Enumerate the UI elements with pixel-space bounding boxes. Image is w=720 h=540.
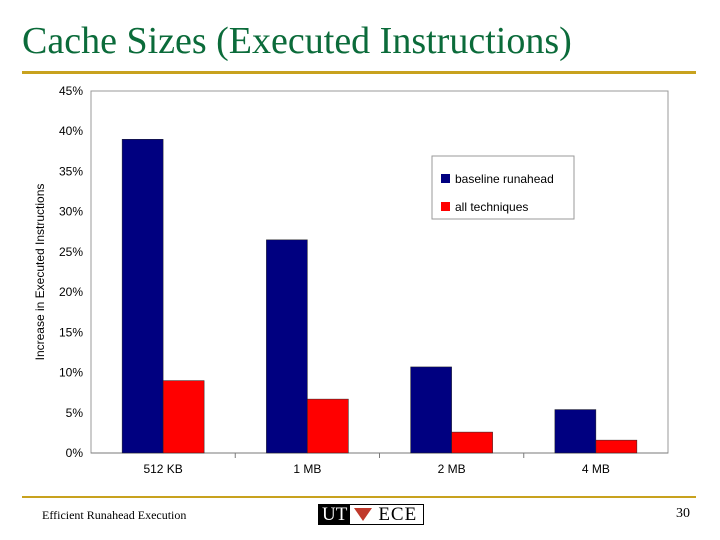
bars	[121, 139, 638, 454]
bar-all-techniques	[162, 380, 205, 454]
bar-chart: 0% 5% 10% 15% 20% 25% 30% 35% 40% 45% 512 KB 1 MB 2…	[33, 84, 669, 476]
y-tick-label: 20%	[59, 285, 83, 299]
y-axis-label: Increase in Executed Instructions	[33, 184, 47, 361]
footer-text: Efficient Runahead Execution	[42, 508, 187, 522]
logo-ut: UT	[319, 504, 351, 524]
legend: baseline runahead all techniques	[431, 155, 575, 220]
bar-baseline	[554, 409, 597, 454]
x-tick-label: 4 MB	[582, 462, 610, 476]
y-axis: 0% 5% 10% 15% 20% 25% 30% 35% 40% 45%	[59, 84, 83, 460]
y-tick-label: 35%	[59, 164, 83, 178]
x-tick-label: 512 KB	[143, 462, 182, 476]
ut-ece-logo: UT ECE	[318, 504, 424, 525]
legend-swatch-baseline	[441, 174, 450, 183]
x-tick-label: 2 MB	[438, 462, 466, 476]
bar-baseline	[121, 139, 164, 454]
bar-all-techniques	[595, 439, 638, 454]
legend-swatch-all-techniques	[441, 202, 450, 211]
x-axis: 512 KB 1 MB 2 MB 4 MB	[91, 452, 668, 476]
legend-label-all-techniques: all techniques	[455, 200, 528, 214]
page-number: 30	[676, 506, 690, 521]
longhorn-icon	[350, 505, 376, 524]
y-tick-label: 40%	[59, 124, 83, 138]
bar-all-techniques	[307, 398, 349, 454]
legend-label-baseline: baseline runahead	[455, 172, 554, 186]
y-tick-label: 5%	[66, 406, 84, 420]
legend-box	[431, 155, 575, 220]
bar-baseline	[266, 239, 308, 454]
x-tick-label: 1 MB	[293, 462, 321, 476]
bar-all-techniques	[451, 431, 493, 454]
y-tick-label: 25%	[59, 245, 83, 259]
bottom-rule	[22, 496, 696, 498]
y-tick-label: 10%	[59, 366, 83, 380]
title-rule	[22, 71, 696, 74]
bar-baseline	[410, 366, 452, 454]
y-tick-label: 15%	[59, 325, 83, 339]
y-tick-label: 0%	[66, 446, 84, 460]
slide-title: Cache Sizes (Executed Instructions)	[22, 20, 572, 62]
logo-ece: ECE	[378, 503, 418, 525]
y-tick-label: 45%	[59, 84, 83, 98]
y-tick-label: 30%	[59, 205, 83, 219]
